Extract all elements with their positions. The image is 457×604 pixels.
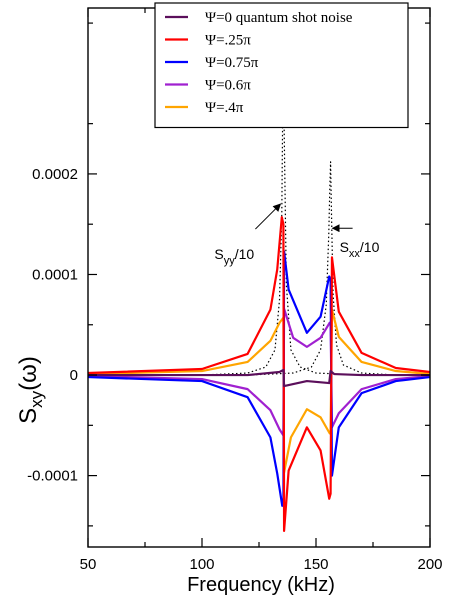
legend-label: Ψ=.4π: [205, 100, 244, 116]
x-tick-label: 100: [189, 556, 214, 573]
annotation-yy-arrow: [255, 203, 282, 230]
x-axis-title: Frequency (kHz): [187, 574, 335, 596]
x-tick-label: 50: [80, 556, 97, 573]
y-axis-title-tail: (ω): [15, 356, 42, 391]
legend-label: Ψ=0.75π: [205, 55, 259, 71]
legend-label: Ψ=0 quantum shot noise: [205, 10, 353, 26]
series-line-4: [88, 308, 430, 474]
series-line-s-xx-10: [88, 161, 430, 376]
y-axis-title-main: S: [15, 408, 42, 424]
x-tick-label: 150: [303, 556, 328, 573]
y-axis-title-sub: xy: [27, 390, 46, 408]
legend-label: Ψ=0.6π: [205, 78, 251, 94]
annotation-xx-label: Sxx/10: [340, 239, 380, 260]
series-line-0-75: [88, 250, 430, 507]
legend-label: Ψ=.25π: [205, 33, 251, 49]
y-tick-label: -0.0001: [27, 468, 78, 485]
series-layer: [88, 12, 430, 533]
y-tick-label: 0.0002: [32, 166, 78, 183]
annotation-yy-label: Syy/10: [214, 246, 254, 267]
tick-labels: 50 100 150 200 -0.0001 0 0.0001 0.0002: [27, 166, 442, 573]
y-axis-title: Sxy(ω): [15, 356, 46, 424]
series-line-0-6: [88, 307, 430, 437]
annotations-layer: Syy/10 Sxx/10: [214, 203, 380, 267]
legend-box: [154, 2, 409, 129]
y-tick-label: 0: [70, 367, 78, 384]
x-tick-label: 200: [417, 556, 442, 573]
series-line-0-quantum-shot-noise: [88, 368, 430, 388]
series-line-25: [88, 216, 430, 533]
legend: Ψ=0 quantum shot noise Ψ=.25π Ψ=0.75π Ψ=0.6…: [154, 2, 409, 129]
y-tick-label: 0.0001: [32, 266, 78, 283]
